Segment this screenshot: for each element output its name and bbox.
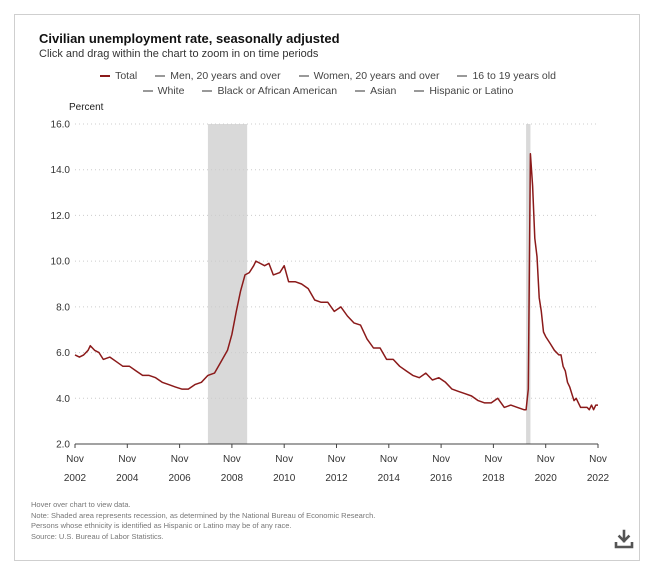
legend-label: Asian xyxy=(370,84,397,97)
legend-item-black[interactable]: Black or African American xyxy=(202,85,337,97)
recession-band-1 xyxy=(207,124,248,444)
y-tick-label: 2.0 xyxy=(56,440,70,451)
y-axis-label: Percent xyxy=(69,102,104,113)
x-tick-year: 2020 xyxy=(535,473,558,484)
legend-swatch xyxy=(142,89,153,92)
y-tick-label: 16.0 xyxy=(51,120,71,131)
x-tick-year: 2006 xyxy=(168,473,191,484)
x-tick-month: Nov xyxy=(118,454,136,465)
legend-item-white[interactable]: White xyxy=(142,84,185,97)
recession-band-2 xyxy=(526,124,531,444)
x-tick-month: Nov xyxy=(537,454,555,465)
x-tick-month: Nov xyxy=(223,454,241,465)
x-tick-month: Nov xyxy=(275,454,293,465)
x-tick-year: 2018 xyxy=(482,473,505,484)
legend-item-women[interactable]: Women, 20 years and over xyxy=(298,69,440,82)
legend-label: Total xyxy=(115,69,138,82)
x-tick-year: 2004 xyxy=(116,473,139,484)
x-tick-month: Nov xyxy=(380,454,398,465)
legend-swatch xyxy=(100,74,111,77)
x-tick-month: Nov xyxy=(589,454,607,465)
legend-item-asian[interactable]: Asian xyxy=(355,85,396,97)
legend-swatch xyxy=(202,89,213,92)
legend-swatch xyxy=(414,89,425,92)
series-line-total xyxy=(74,152,598,411)
x-tick-year: 2010 xyxy=(273,473,296,484)
legend-label: 16 to 19 years old xyxy=(472,69,556,82)
footnotes: Hover over chart to view data. Note: Sha… xyxy=(31,500,375,542)
y-tick-label: 10.0 xyxy=(51,257,71,268)
x-tick-year: 2002 xyxy=(64,473,87,484)
download-icon xyxy=(614,529,634,549)
legend-label: White xyxy=(157,84,185,97)
chart-subtitle: Click and drag within the chart to zoom … xyxy=(39,48,319,60)
legend-swatch xyxy=(298,74,309,77)
note-ethnicity: Persons whose ethnicity is identified as… xyxy=(31,521,292,530)
y-tick-label: 8.0 xyxy=(56,302,70,313)
y-tick-label: 6.0 xyxy=(56,348,70,359)
note-source: Source: U.S. Bureau of Labor Statistics. xyxy=(31,531,164,541)
legend-swatch xyxy=(155,74,166,77)
legend-item-hispanic[interactable]: Hispanic or Latino xyxy=(414,85,513,97)
legend-item-total[interactable]: Total xyxy=(100,70,137,82)
y-tick-label: 12.0 xyxy=(51,211,71,222)
legend-label: Men, 20 years and over xyxy=(170,69,281,82)
legend-row-2: White Black or African American Asian Hi… xyxy=(15,83,641,98)
x-tick-month: Nov xyxy=(171,454,189,465)
x-tick-year: 2008 xyxy=(221,473,244,484)
legend-swatch xyxy=(355,89,366,92)
legend-label: Hispanic or Latino xyxy=(429,84,514,97)
chart-title: Civilian unemployment rate, seasonally a… xyxy=(39,31,340,46)
x-tick-year: 2022 xyxy=(587,473,610,484)
note-recession: Note: Shaded area represents recession, … xyxy=(31,510,376,520)
legend-item-16-19[interactable]: 16 to 19 years old xyxy=(457,69,556,82)
y-tick-label: 4.0 xyxy=(56,394,70,405)
y-tick-label: 14.0 xyxy=(51,165,71,176)
download-button[interactable] xyxy=(613,528,635,550)
legend-label: Black or African American xyxy=(217,84,338,97)
x-tick-year: 2014 xyxy=(378,473,401,484)
x-tick-month: Nov xyxy=(432,454,450,465)
chart-panel: Civilian unemployment rate, seasonally a… xyxy=(14,14,640,561)
legend-swatch xyxy=(457,74,468,77)
legend-row-1: Total Men, 20 years and over Women, 20 y… xyxy=(15,68,641,83)
x-tick-month: Nov xyxy=(485,454,503,465)
legend-label: Women, 20 years and over xyxy=(313,69,440,82)
legend: Total Men, 20 years and over Women, 20 y… xyxy=(15,68,641,98)
note-hover: Hover over chart to view data. xyxy=(31,500,131,509)
legend-item-men[interactable]: Men, 20 years and over xyxy=(155,69,281,82)
x-tick-year: 2012 xyxy=(325,473,348,484)
x-tick-year: 2016 xyxy=(430,473,453,484)
x-tick-month: Nov xyxy=(328,454,346,465)
x-tick-month: Nov xyxy=(66,454,84,465)
